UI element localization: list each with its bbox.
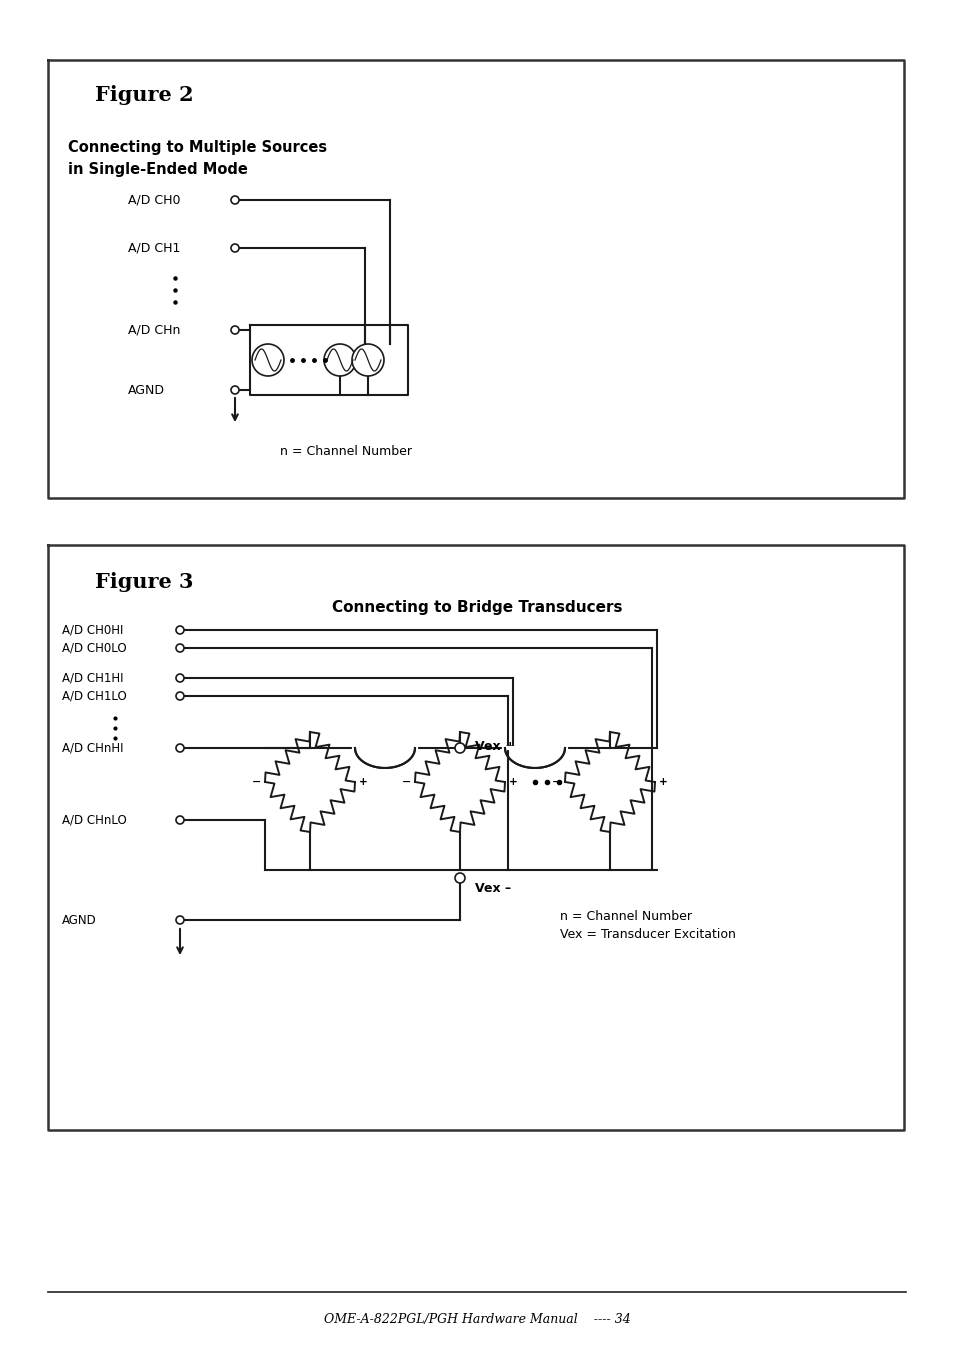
- Text: +: +: [358, 777, 367, 788]
- Text: Vex +: Vex +: [475, 740, 515, 753]
- Text: −: −: [252, 777, 261, 788]
- Text: OME-A-822PGL/PGH Hardware Manual    ---- 34: OME-A-822PGL/PGH Hardware Manual ---- 34: [323, 1313, 630, 1327]
- Circle shape: [324, 345, 355, 376]
- Text: A/D CH0: A/D CH0: [128, 193, 180, 207]
- Text: Figure 2: Figure 2: [95, 85, 193, 105]
- Text: Connecting to Multiple Sources: Connecting to Multiple Sources: [68, 141, 327, 155]
- Text: A/D CH1: A/D CH1: [128, 242, 180, 254]
- Text: −: −: [401, 777, 411, 788]
- Circle shape: [455, 873, 464, 884]
- Circle shape: [175, 626, 184, 634]
- Circle shape: [231, 326, 239, 334]
- Circle shape: [252, 345, 284, 376]
- Text: A/D CH1LO: A/D CH1LO: [62, 689, 127, 703]
- Text: Vex –: Vex –: [475, 882, 511, 894]
- Text: AGND: AGND: [62, 913, 96, 927]
- Circle shape: [175, 674, 184, 682]
- Text: AGND: AGND: [128, 384, 165, 396]
- Circle shape: [231, 245, 239, 253]
- Text: Connecting to Bridge Transducers: Connecting to Bridge Transducers: [332, 600, 621, 615]
- Circle shape: [455, 743, 464, 753]
- Text: n = Channel Number: n = Channel Number: [280, 444, 412, 458]
- Text: −: −: [551, 777, 560, 788]
- Circle shape: [175, 916, 184, 924]
- Text: Vex = Transducer Excitation: Vex = Transducer Excitation: [559, 928, 735, 942]
- Circle shape: [175, 816, 184, 824]
- Circle shape: [175, 744, 184, 753]
- Text: in Single-Ended Mode: in Single-Ended Mode: [68, 162, 248, 177]
- Text: +: +: [509, 777, 517, 788]
- Circle shape: [175, 644, 184, 653]
- Text: +: +: [659, 777, 667, 788]
- Text: A/D CHnLO: A/D CHnLO: [62, 813, 127, 827]
- Text: A/D CHnHI: A/D CHnHI: [62, 742, 123, 754]
- Text: n = Channel Number: n = Channel Number: [559, 911, 691, 923]
- Text: A/D CHn: A/D CHn: [128, 323, 180, 336]
- Circle shape: [231, 386, 239, 394]
- Text: Figure 3: Figure 3: [95, 571, 193, 592]
- Text: A/D CH1HI: A/D CH1HI: [62, 671, 123, 685]
- Circle shape: [175, 692, 184, 700]
- Text: A/D CH0LO: A/D CH0LO: [62, 642, 127, 654]
- Circle shape: [352, 345, 384, 376]
- Circle shape: [231, 196, 239, 204]
- Text: A/D CH0HI: A/D CH0HI: [62, 624, 123, 636]
